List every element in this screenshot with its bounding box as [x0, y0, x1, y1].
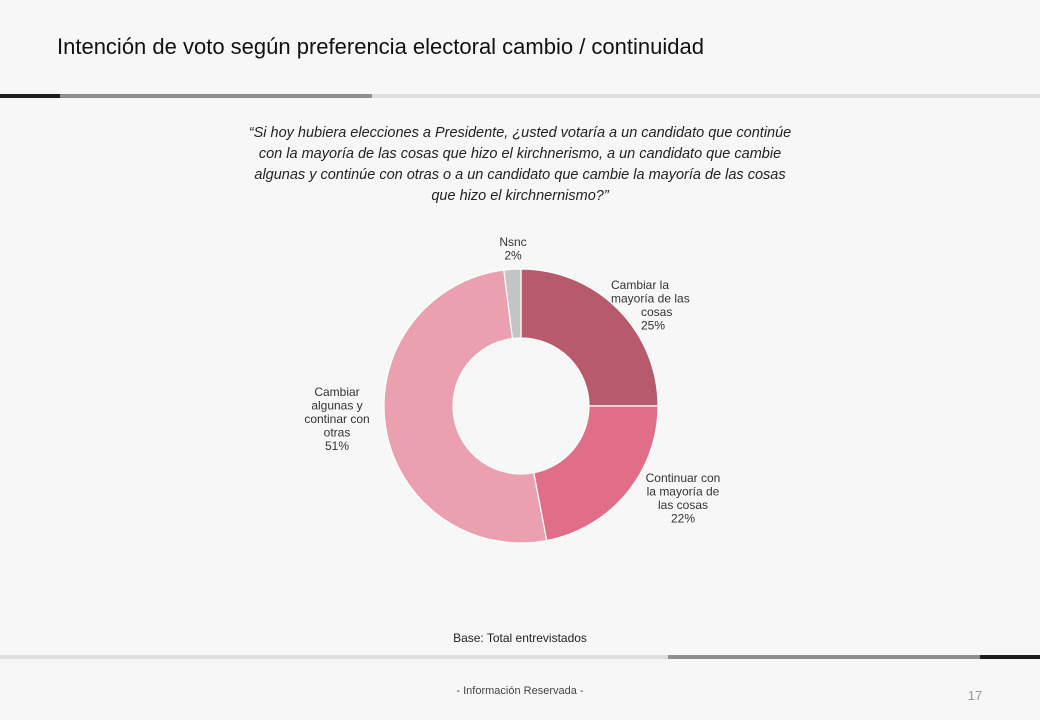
page-number: 17: [967, 688, 983, 703]
donut-chart: Cambiar la mayoría de las cosas 25% Continua…: [304, 235, 721, 544]
bottom-divider: [0, 655, 1040, 659]
slice-label: Cambiar algunas y continar con otras 51%: [304, 385, 369, 453]
donut-slice: [503, 268, 522, 340]
footer-text: - Información Reservada -: [456, 685, 584, 697]
donut-slice: [520, 268, 659, 407]
question-line: algunas y continúe con otras o a un cand…: [254, 167, 786, 183]
donut-slice: [533, 405, 659, 542]
base-note: Base: Total entrevistados: [453, 631, 587, 645]
slice-label: Continuar con la mayoría de las cosas 22%: [646, 471, 721, 526]
question-line: “Si hoy hubiera elecciones a Presidente,…: [248, 125, 792, 141]
survey-question: “Si hoy hubiera elecciones a Presidente,…: [200, 123, 840, 207]
question-line: que hizo el kirchnernismo?”: [431, 188, 609, 204]
question-line: con la mayoría de las cosas que hizo el …: [258, 146, 782, 162]
slice-label: Nsnc 2%: [499, 235, 526, 263]
page-title: Intención de voto según preferencia elec…: [57, 34, 704, 59]
slice-label: Cambiar la mayoría de las cosas 25%: [611, 278, 690, 333]
top-divider: [0, 94, 1040, 98]
donut-slice: [383, 269, 548, 544]
